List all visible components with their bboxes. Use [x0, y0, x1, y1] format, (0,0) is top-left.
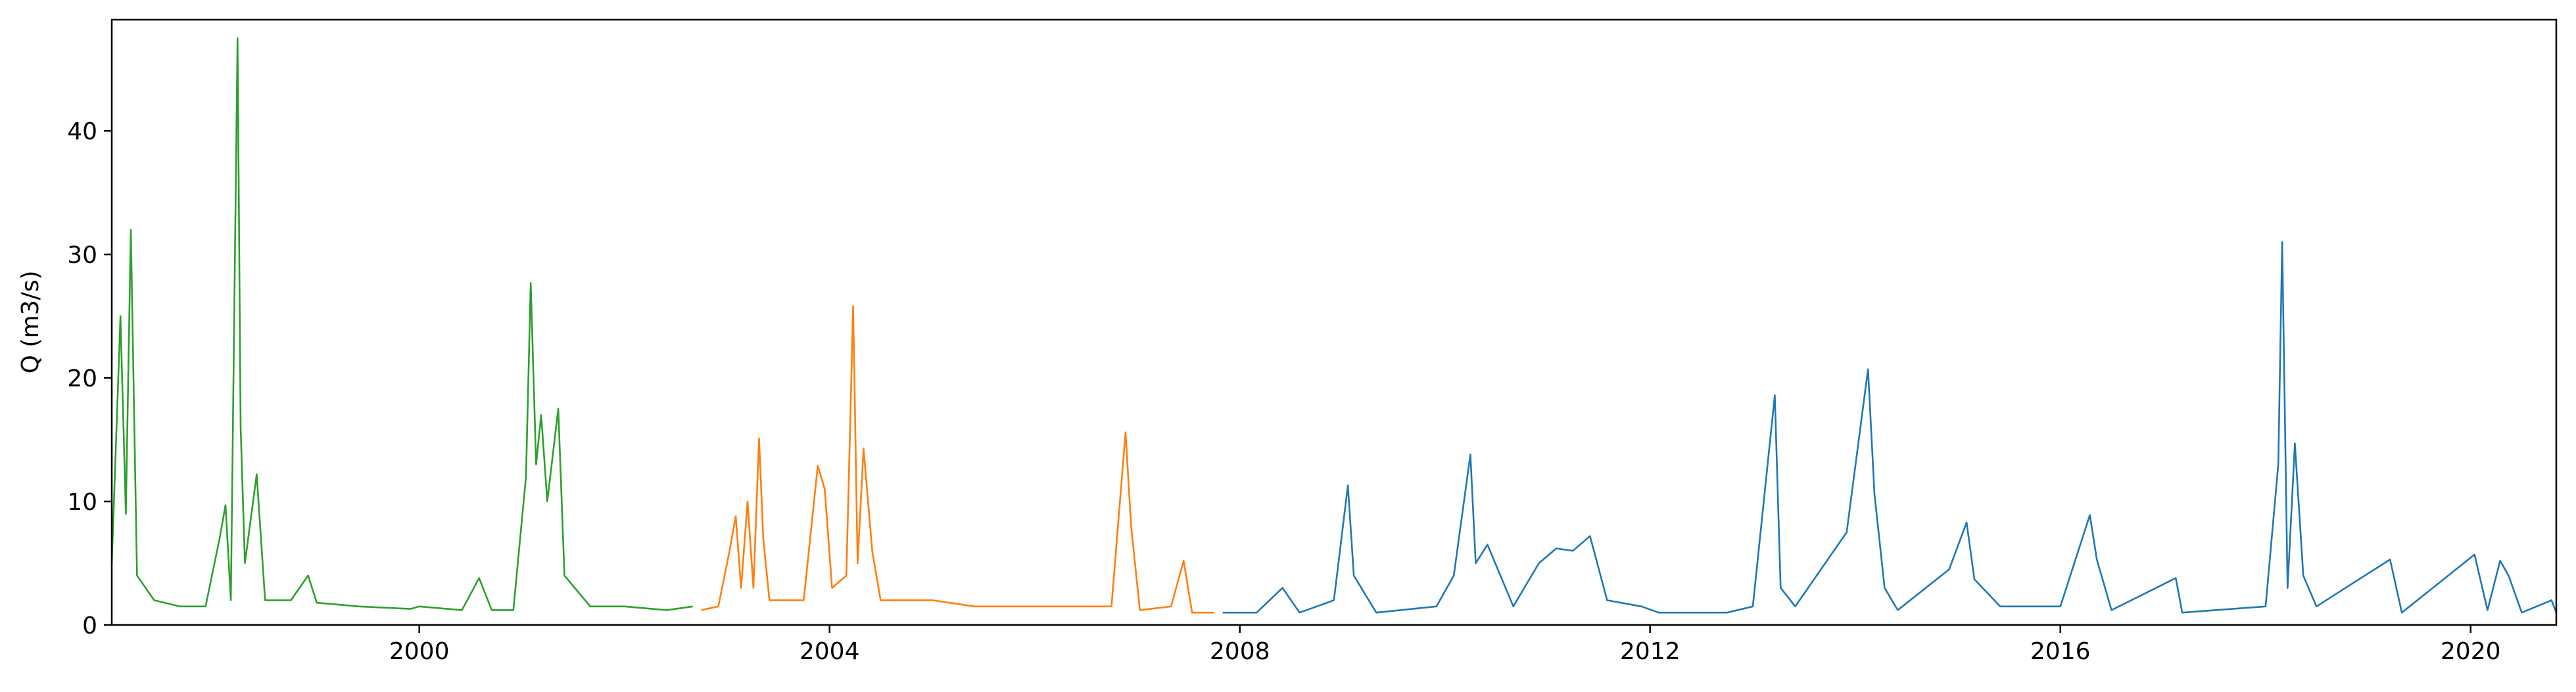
x-tick-label-2004: 2004: [799, 638, 860, 665]
y-tick-label-0: 0: [82, 612, 97, 639]
y-axis: 0 10 20 30 40: [67, 118, 112, 639]
y-tick-label-20: 20: [67, 365, 97, 392]
x-tick-label-2000: 2000: [389, 638, 450, 665]
series-line-3: [1222, 241, 2558, 614]
x-tick-label-2012: 2012: [1620, 638, 1681, 665]
x-tick-label-2008: 2008: [1210, 638, 1270, 665]
series-layer: [110, 37, 2558, 614]
y-tick-label-30: 30: [67, 242, 97, 269]
y-tick-label-10: 10: [67, 489, 97, 516]
x-tick-label-2016: 2016: [2030, 638, 2091, 665]
plot-frame: [110, 18, 2558, 626]
series-line-2: [701, 305, 1214, 614]
series-line-1: [110, 37, 693, 611]
y-axis-label: Q (m3/s): [17, 271, 44, 374]
x-tick-label-2020: 2020: [2441, 638, 2501, 665]
y-tick-label-40: 40: [67, 118, 97, 145]
x-axis: 2000 2004 2008 2012 2016 2020: [389, 625, 2501, 665]
